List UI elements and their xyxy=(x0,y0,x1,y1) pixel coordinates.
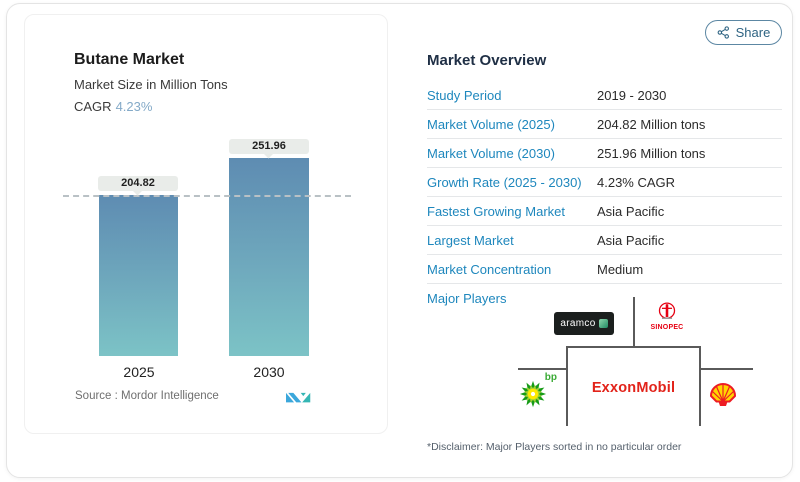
row-label: Largest Market xyxy=(427,232,514,248)
x-axis-label-2025: 2025 xyxy=(123,364,155,380)
share-icon xyxy=(717,26,729,39)
bp-logo: bp xyxy=(517,372,559,413)
players-center-box: ExxonMobil xyxy=(566,346,701,426)
table-row: Study Period 2019 - 2030 xyxy=(427,81,782,110)
row-value: 251.96 Million tons xyxy=(597,145,706,161)
bar-2025 xyxy=(99,195,178,356)
overview-table: Study Period 2019 - 2030 Market Volume (… xyxy=(427,81,782,284)
row-value: Asia Pacific xyxy=(597,232,665,248)
cagr-value: 4.23% xyxy=(115,99,153,114)
exxonmobil-logo: ExxonMobil xyxy=(591,380,676,396)
table-row: Largest Market Asia Pacific xyxy=(427,226,782,255)
table-row: Fastest Growing Market Asia Pacific xyxy=(427,197,782,226)
bar-2030 xyxy=(229,158,309,356)
row-label: Fastest Growing Market xyxy=(427,203,565,219)
row-label: Growth Rate (2025 - 2030) xyxy=(427,174,582,190)
sinopec-emblem-icon xyxy=(658,302,676,319)
bar-value-label-2025: 204.82 xyxy=(98,176,178,191)
shell-logo xyxy=(708,380,738,407)
cagr-label: CAGR xyxy=(74,99,112,114)
players-connector-right xyxy=(701,368,753,370)
row-value: Medium xyxy=(597,261,644,277)
bar-value-label-2030: 251.96 xyxy=(229,139,309,154)
aramco-logo: aramco xyxy=(554,312,614,335)
row-value: 4.23% CAGR xyxy=(597,174,676,190)
source-attribution: Source : Mordor Intelligence xyxy=(75,390,219,402)
reference-dashed-line xyxy=(63,195,351,197)
players-connector-vertical xyxy=(633,297,635,347)
table-row: Market Volume (2025) 204.82 Million tons xyxy=(427,110,782,139)
table-row: Growth Rate (2025 - 2030) 4.23% CAGR xyxy=(427,168,782,197)
shell-pecten-icon xyxy=(710,383,736,406)
mordor-intelligence-logo-icon xyxy=(286,392,311,403)
share-button-label: Share xyxy=(735,25,771,40)
row-value: 204.82 Million tons xyxy=(597,116,706,132)
major-players-label: Major Players xyxy=(427,291,507,306)
row-label: Market Concentration xyxy=(427,261,552,277)
row-label: Market Volume (2030) xyxy=(427,145,555,161)
chart-subtitle: Market Size in Million Tons xyxy=(74,77,228,92)
row-label: Study Period xyxy=(427,87,502,103)
players-connector-left xyxy=(518,368,566,370)
sinopec-logo: SINOPEC xyxy=(646,301,688,339)
chart-title: Butane Market xyxy=(74,51,185,68)
row-value: Asia Pacific xyxy=(597,203,665,219)
table-row: Market Volume (2030) 251.96 Million tons xyxy=(427,139,782,168)
overview-title: Market Overview xyxy=(427,52,547,69)
share-button[interactable]: Share xyxy=(705,20,782,45)
chart-cagr: CAGR 4.23% xyxy=(74,99,152,114)
x-axis-label-2030: 2030 xyxy=(253,364,285,380)
table-row: Market Concentration Medium xyxy=(427,255,782,284)
bp-helios-icon xyxy=(519,380,547,408)
row-label: Market Volume (2025) xyxy=(427,116,555,132)
disclaimer-text: *Disclaimer: Major Players sorted in no … xyxy=(427,441,682,453)
aramco-emblem-icon xyxy=(598,319,608,328)
row-value: 2019 - 2030 xyxy=(597,87,667,103)
chart-card: Butane Market Market Size in Million Ton… xyxy=(24,14,388,434)
